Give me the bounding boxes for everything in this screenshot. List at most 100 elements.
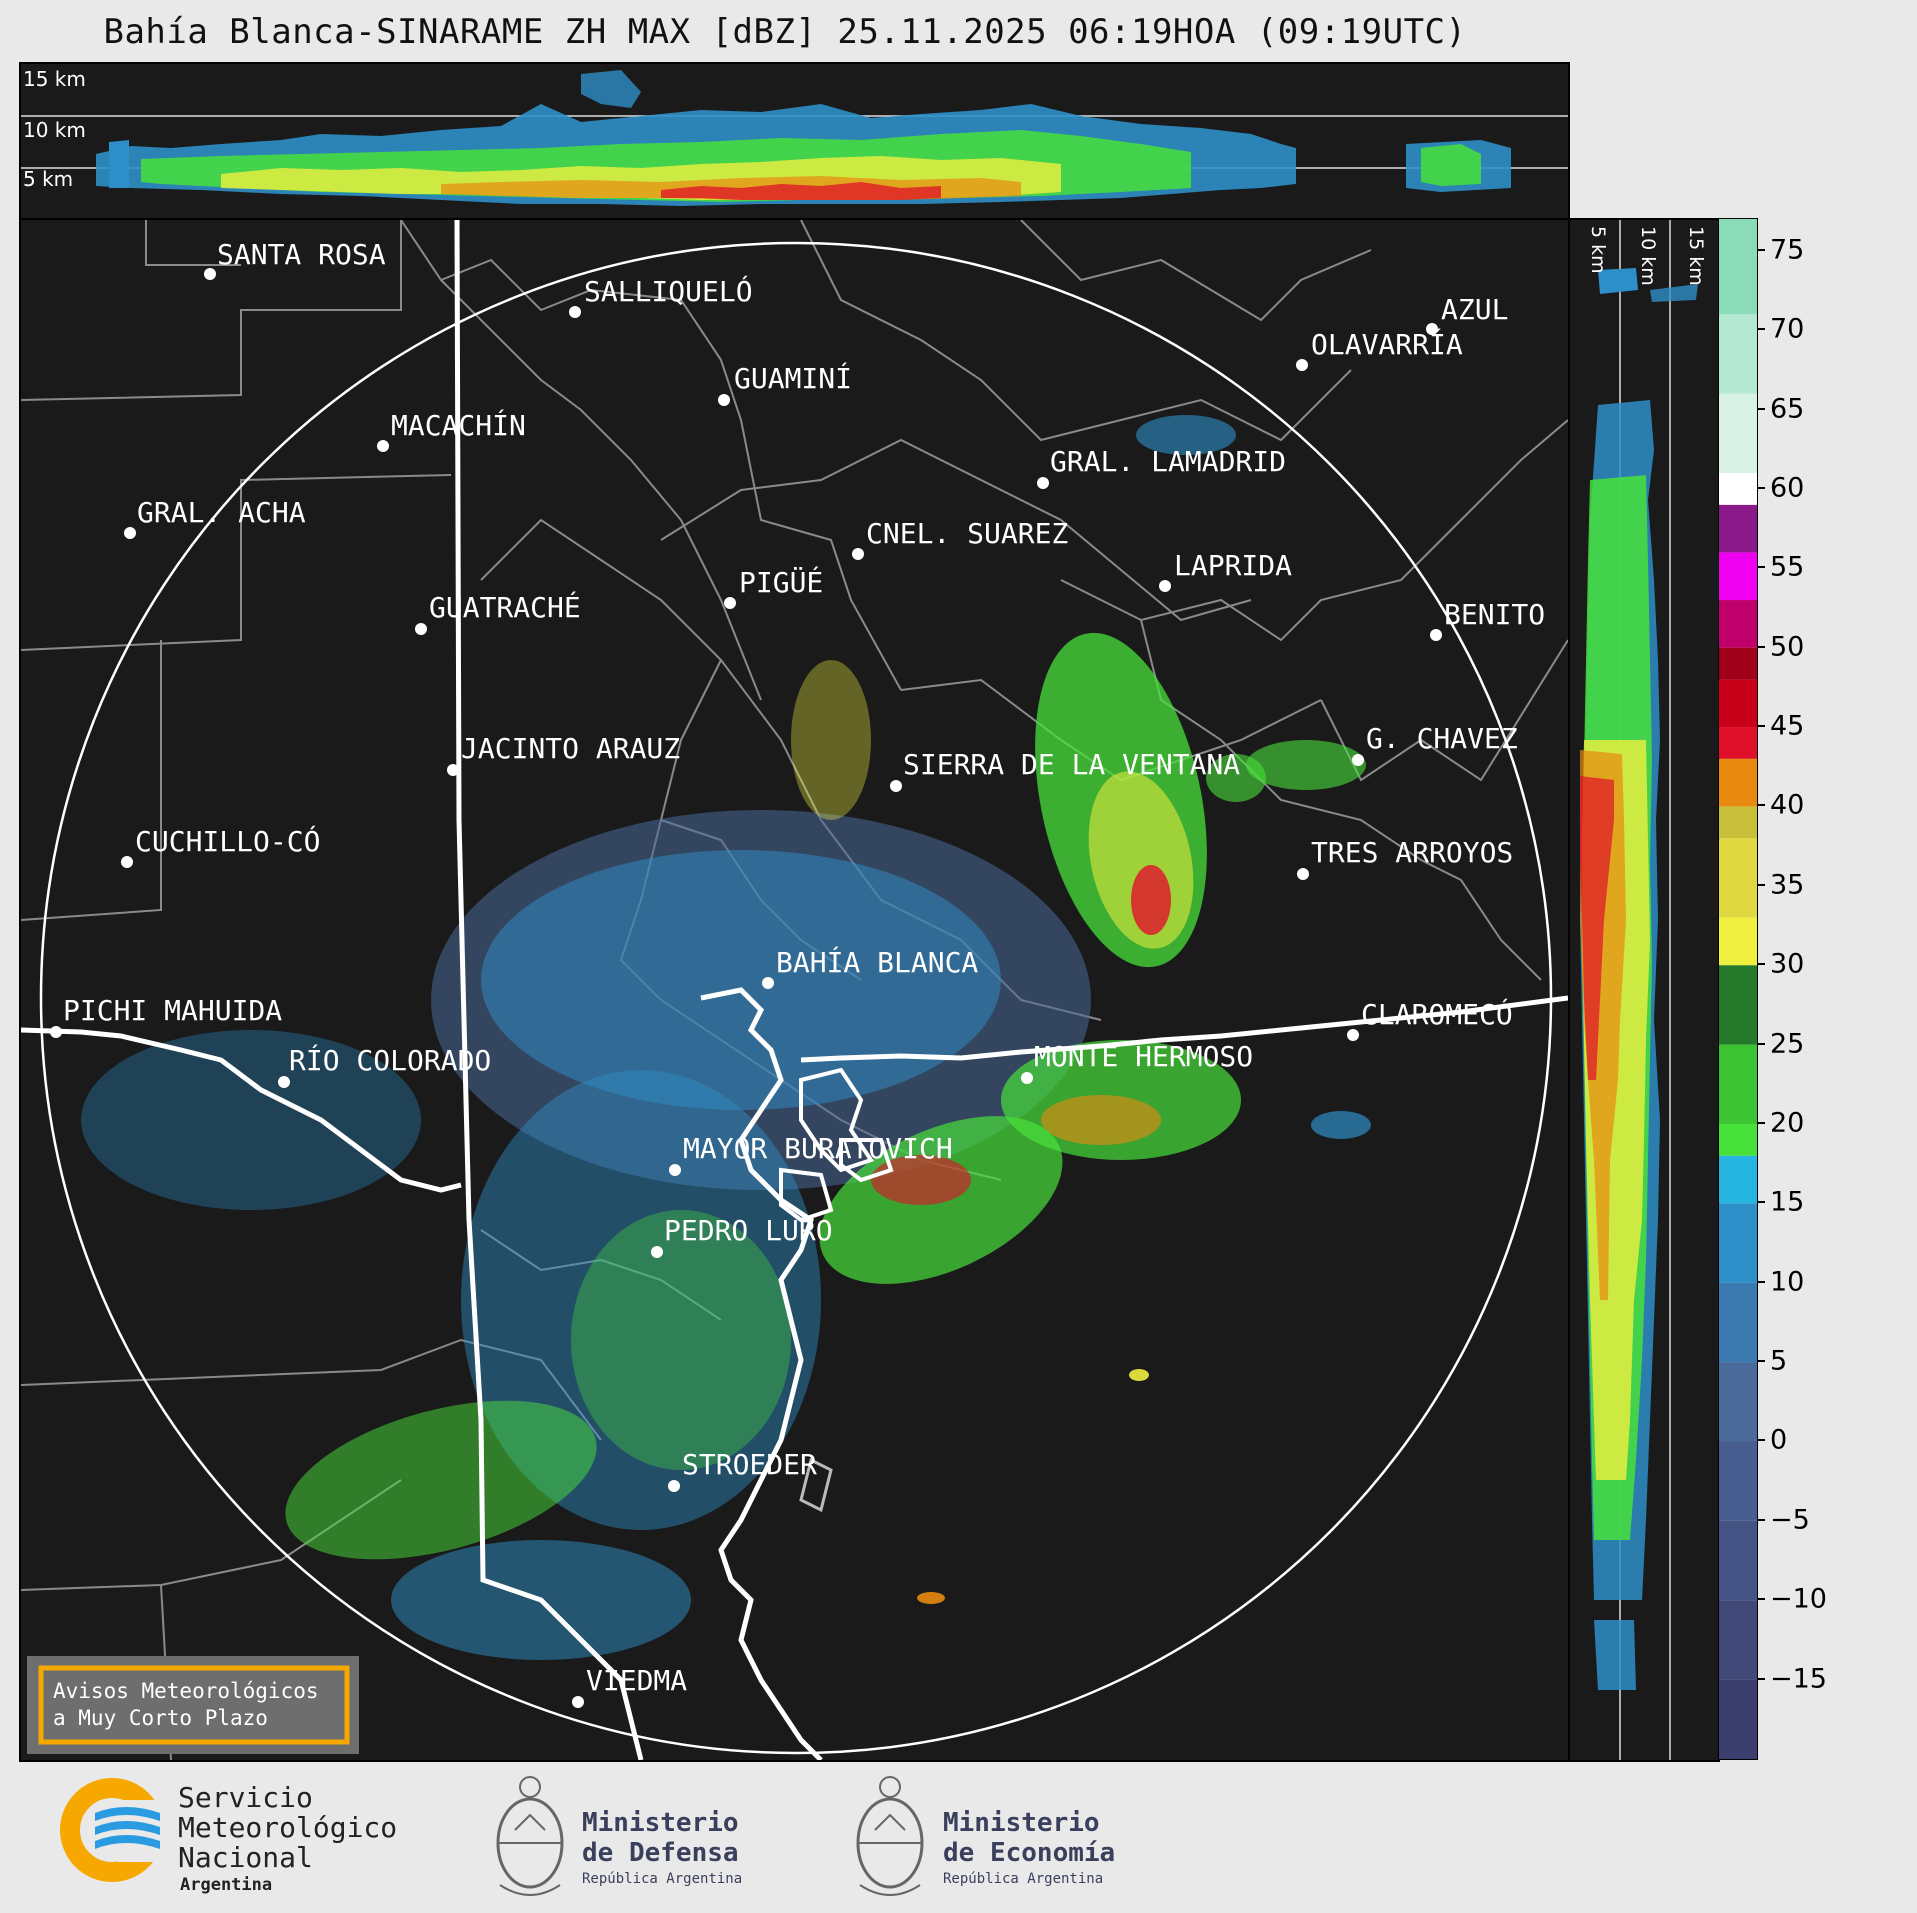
colorbar-band xyxy=(1719,219,1757,315)
colorbar-tick-label: 35 xyxy=(1770,869,1805,901)
colorbar-band xyxy=(1719,1044,1757,1124)
coastline xyxy=(700,987,823,1760)
colorbar-tick-label: 70 xyxy=(1770,313,1805,345)
colorbar-band xyxy=(1719,806,1757,839)
city-markers xyxy=(50,268,1442,1708)
warning-box[interactable]: Avisos Meteorológicos a Muy Corto Plazo xyxy=(27,1656,359,1754)
colorbar-tick-mark xyxy=(1757,1201,1765,1204)
colorbar-tick-mark xyxy=(1757,1598,1765,1601)
city-pigue: PIGÜÉ xyxy=(739,565,823,599)
colorbar-tick-label: −15 xyxy=(1770,1663,1827,1695)
city-viedma: VIEDMA xyxy=(586,1664,687,1697)
colorbar-band xyxy=(1719,679,1757,728)
colorbar-band xyxy=(1719,727,1757,759)
colorbar-tick-mark xyxy=(1757,486,1765,489)
colorbar-tick-label: 75 xyxy=(1770,234,1805,266)
colorbar-band xyxy=(1719,758,1757,807)
city-claromeco: CLAROMECÓ xyxy=(1361,997,1513,1031)
colorbar-tick-mark xyxy=(1757,804,1765,807)
defensa-line-3: República Argentina xyxy=(582,1871,742,1887)
colorbar-band xyxy=(1719,552,1757,601)
side-cross-section-panel: 5 km 10 km 15 km xyxy=(1568,218,1720,1762)
colorbar-tick-mark xyxy=(1757,566,1765,569)
city-rio-colorado: RÍO COLORADO xyxy=(289,1043,491,1077)
colorbar-band xyxy=(1719,1600,1757,1680)
side-alt-label-5km: 5 km xyxy=(1587,226,1609,274)
radar-map[interactable]: SANTA ROSA SALLIQUELÓ AZUL OLAVARRÍA GUA… xyxy=(19,218,1570,1762)
city-cuchillo-co: CUCHILLO-CÓ xyxy=(135,824,320,858)
top-alt-label-15km: 15 km xyxy=(23,67,86,91)
city-macachin: MACACHÍN xyxy=(391,408,526,442)
city-g-chavez: G. CHAVEZ xyxy=(1366,722,1518,755)
colorbar-tick-label: 15 xyxy=(1770,1186,1805,1218)
colorbar-band xyxy=(1719,917,1757,966)
top-echo-profile xyxy=(96,70,1511,206)
city-monte-hermoso: MONTE HERMOSO xyxy=(1034,1040,1253,1073)
colorbar-band xyxy=(1719,1520,1757,1601)
colorbar-tick-label: 5 xyxy=(1770,1345,1788,1377)
city-guatrache: GUATRACHÉ xyxy=(429,590,581,624)
colorbar-band xyxy=(1719,314,1757,394)
city-laprida: LAPRIDA xyxy=(1174,549,1292,582)
colorbar-tick-label: 60 xyxy=(1770,472,1805,504)
colorbar-tick-mark xyxy=(1757,1439,1765,1442)
city-guamini: GUAMINÍ xyxy=(734,361,852,395)
colorbar-band xyxy=(1719,965,1757,1045)
coast-boundary xyxy=(800,995,1568,1063)
top-cross-section-panel: 15 km 10 km 5 km xyxy=(19,62,1570,220)
colorbar-tick-label: 65 xyxy=(1770,393,1805,424)
smn-line-4: Argentina xyxy=(180,1875,272,1895)
side-alt-label-15km: 15 km xyxy=(1685,226,1707,286)
city-pichi-mahuida: PICHI MAHUIDA xyxy=(63,994,282,1027)
colorbar-band xyxy=(1719,1155,1757,1204)
city-azul: AZUL xyxy=(1441,293,1508,326)
dbz-colorbar xyxy=(1718,218,1758,1760)
colorbar-tick-label: 50 xyxy=(1770,631,1805,663)
colorbar-tick-label: 45 xyxy=(1770,710,1805,742)
city-stroeder: STROEDER xyxy=(682,1448,817,1481)
colorbar-band xyxy=(1719,1679,1757,1759)
colorbar-tick-mark xyxy=(1757,1360,1765,1363)
colorbar-tick-label: 10 xyxy=(1770,1266,1805,1298)
colorbar-band xyxy=(1719,838,1757,918)
colorbar-band xyxy=(1719,504,1757,553)
colorbar-tick-mark xyxy=(1757,725,1765,728)
colorbar-tick-mark xyxy=(1757,248,1765,251)
warning-line-2: a Muy Corto Plazo xyxy=(53,1706,268,1730)
side-echo-profile xyxy=(1580,268,1698,1690)
smn-line-3: Nacional xyxy=(178,1841,313,1874)
smn-line-2: Meteorológico xyxy=(178,1811,397,1844)
coat-of-arms-economia-icon xyxy=(856,1776,924,1896)
economia-line-2: de Economía xyxy=(943,1838,1115,1868)
colorbar-tick-label: 30 xyxy=(1770,948,1805,980)
city-benito: BENITO xyxy=(1444,598,1545,631)
footer-logos: Servicio Meteorológico Nacional Argentin… xyxy=(0,1765,1917,1909)
city-tres-arroyos: TRES ARROYOS xyxy=(1311,836,1513,869)
colorbar-tick-mark xyxy=(1757,1042,1765,1045)
city-cnel-suarez: CNEL. SUAREZ xyxy=(866,517,1068,550)
city-gral-lamadrid: GRAL. LAMADRID xyxy=(1050,445,1286,478)
defensa-line-1: Ministerio xyxy=(582,1808,739,1838)
city-olavarria: OLAVARRÍA xyxy=(1311,327,1463,361)
smn-logo-icon xyxy=(60,1778,178,1882)
radar-title: Bahía Blanca-SINARAME ZH MAX [dBZ] 25.11… xyxy=(103,12,1467,52)
colorbar-tick-mark xyxy=(1757,1121,1765,1124)
colorbar-tick-mark xyxy=(1757,1518,1765,1521)
province-boundary xyxy=(454,220,644,1760)
colorbar-tick-mark xyxy=(1757,645,1765,648)
colorbar-tick-label: 25 xyxy=(1770,1028,1805,1060)
warning-line-1: Avisos Meteorológicos xyxy=(53,1679,319,1703)
colorbar-tick-mark xyxy=(1757,407,1765,410)
city-jacinto-arauz: JACINTO ARAUZ xyxy=(461,732,680,765)
colorbar-tick-mark xyxy=(1757,883,1765,886)
colorbar-tick-mark xyxy=(1757,328,1765,331)
rio-colorado-line xyxy=(21,1027,462,1193)
economia-line-3: República Argentina xyxy=(943,1871,1103,1887)
city-mayor-buratovich: MAYOR BURATOVICH xyxy=(683,1132,953,1165)
colorbar-tick-mark xyxy=(1757,1677,1765,1680)
colorbar-band xyxy=(1719,1282,1757,1363)
side-alt-label-10km: 10 km xyxy=(1637,226,1659,286)
colorbar-tick-label: 20 xyxy=(1770,1107,1805,1139)
radar-echoes xyxy=(81,415,1371,1660)
coat-of-arms-defensa-icon xyxy=(496,1776,564,1896)
